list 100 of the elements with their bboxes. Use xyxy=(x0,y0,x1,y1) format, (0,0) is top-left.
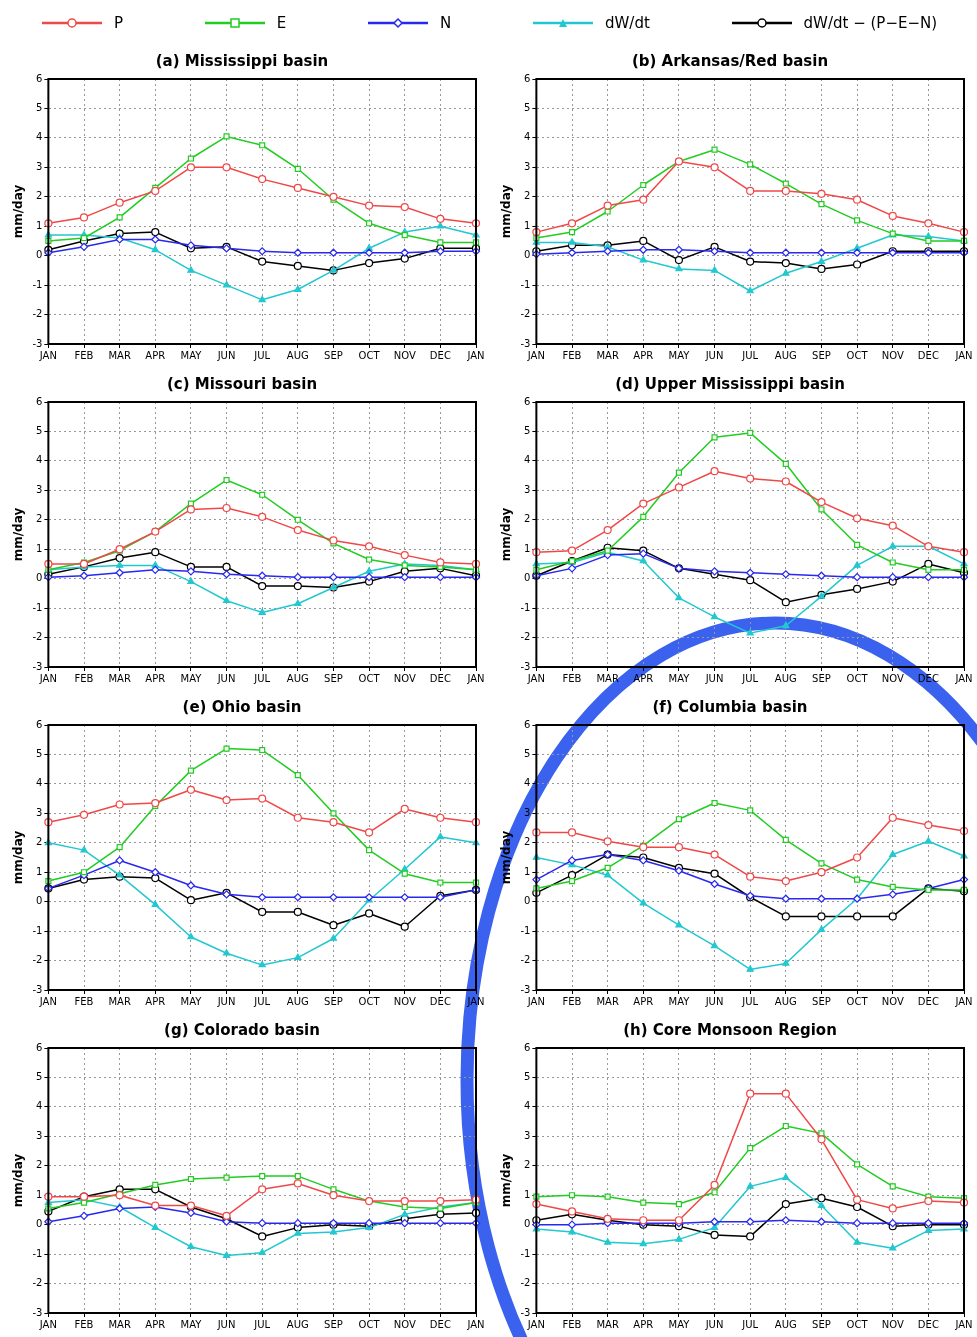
y-tick-label: -3 xyxy=(32,660,43,672)
y-tick-label: 5 xyxy=(36,102,43,114)
x-tick-label: APR xyxy=(633,995,654,1007)
x-tick-label: MAR xyxy=(596,1318,619,1330)
y-tick-label: 2 xyxy=(36,836,43,848)
y-tick-label: 6 xyxy=(36,72,43,84)
x-tick-label: AUG xyxy=(286,995,309,1007)
x-tick-label: JAN xyxy=(466,672,485,684)
y-tick-label: -1 xyxy=(32,278,43,290)
x-tick-label: APR xyxy=(145,995,166,1007)
y-tick-label: -1 xyxy=(32,601,43,613)
y-tick-label: 6 xyxy=(36,395,43,407)
x-tick-label: MAY xyxy=(668,349,691,361)
x-tick-label: FEB xyxy=(562,349,582,361)
y-tick-label: 6 xyxy=(524,72,531,84)
chart-title: (a) Mississippi basin xyxy=(155,51,329,70)
x-tick-label: FEB xyxy=(74,672,94,684)
y-tick-label: 3 xyxy=(524,1129,531,1141)
x-tick-label: SEP xyxy=(812,995,831,1007)
y-tick-label: 1 xyxy=(36,1188,43,1200)
x-tick-label: OCT xyxy=(358,995,381,1007)
y-tick-label: -2 xyxy=(32,954,43,966)
y-tick-label: -2 xyxy=(520,631,531,643)
y-tick-label: -1 xyxy=(520,278,531,290)
x-tick-label: OCT xyxy=(846,995,869,1007)
x-tick-label: APR xyxy=(145,1318,166,1330)
x-tick-label: JUN xyxy=(704,349,724,361)
x-tick-label: AUG xyxy=(286,349,309,361)
legend-label: N xyxy=(439,13,452,32)
x-tick-label: DEC xyxy=(429,995,451,1007)
x-tick-label: JAN xyxy=(38,995,57,1007)
x-tick-label: SEP xyxy=(324,1318,343,1330)
y-tick-label: 3 xyxy=(524,483,531,495)
chart-title: (c) Missouri basin xyxy=(166,374,318,393)
x-tick-label: NOV xyxy=(393,349,416,361)
y-tick-label: 4 xyxy=(524,454,531,466)
x-tick-label: NOV xyxy=(881,672,904,684)
x-tick-label: NOV xyxy=(881,1318,904,1330)
y-tick-label: -2 xyxy=(32,1277,43,1289)
x-tick-label: AUG xyxy=(286,1318,309,1330)
x-tick-label: FEB xyxy=(562,1318,582,1330)
y-tick-label: 6 xyxy=(524,1041,531,1053)
y-tick-label: 2 xyxy=(524,190,531,202)
y-tick-label: -3 xyxy=(32,1306,43,1318)
x-tick-label: MAY xyxy=(180,995,203,1007)
legend-label: P xyxy=(113,13,123,32)
x-tick-label: SEP xyxy=(324,672,343,684)
x-tick-label: JUL xyxy=(741,1318,759,1330)
x-tick-label: APR xyxy=(145,672,166,684)
y-tick-label: -3 xyxy=(520,1306,531,1318)
y-tick-label: 1 xyxy=(36,542,43,554)
x-tick-label: MAY xyxy=(668,995,691,1007)
x-tick-label: JAN xyxy=(526,349,545,361)
y-tick-label: 6 xyxy=(524,395,531,407)
y-tick-label: 5 xyxy=(36,425,43,437)
x-tick-label: JAN xyxy=(38,349,57,361)
y-tick-label: 6 xyxy=(36,718,43,730)
x-tick-label: NOV xyxy=(393,672,416,684)
x-tick-label: DEC xyxy=(429,349,451,361)
y-tick-label: 1 xyxy=(524,219,531,231)
y-tick-label: 3 xyxy=(36,483,43,495)
y-tick-label: 4 xyxy=(36,454,43,466)
y-tick-label: 0 xyxy=(524,895,531,907)
x-tick-label: JAN xyxy=(954,1318,973,1330)
y-tick-label: 2 xyxy=(524,1159,531,1171)
x-tick-label: APR xyxy=(633,1318,654,1330)
x-tick-label: MAR xyxy=(596,995,619,1007)
x-tick-label: JUN xyxy=(704,672,724,684)
y-tick-label: 0 xyxy=(36,895,43,907)
y-tick-label: 2 xyxy=(36,513,43,525)
x-tick-label: MAR xyxy=(596,349,619,361)
y-tick-label: -1 xyxy=(32,1247,43,1259)
x-tick-label: NOV xyxy=(881,995,904,1007)
x-tick-label: SEP xyxy=(812,1318,831,1330)
x-tick-label: AUG xyxy=(774,1318,797,1330)
y-tick-label: 5 xyxy=(524,425,531,437)
x-tick-label: DEC xyxy=(917,1318,939,1330)
y-tick-label: -3 xyxy=(520,660,531,672)
y-tick-label: 2 xyxy=(524,513,531,525)
chart-title: (d) Upper Mississippi basin xyxy=(615,374,845,393)
x-tick-label: JUL xyxy=(741,995,759,1007)
y-tick-label: 5 xyxy=(524,748,531,760)
chart-title: (e) Ohio basin xyxy=(182,697,302,716)
y-tick-label: 0 xyxy=(524,1218,531,1230)
x-tick-label: SEP xyxy=(812,672,831,684)
y-tick-label: 6 xyxy=(36,1041,43,1053)
y-tick-label: 1 xyxy=(524,1188,531,1200)
x-tick-label: AUG xyxy=(286,672,309,684)
y-tick-label: 4 xyxy=(36,131,43,143)
y-tick-label: -1 xyxy=(32,924,43,936)
x-tick-label: OCT xyxy=(358,672,381,684)
y-tick-label: 0 xyxy=(36,249,43,261)
x-tick-label: DEC xyxy=(429,672,451,684)
y-tick-label: -3 xyxy=(520,983,531,995)
x-tick-label: NOV xyxy=(393,995,416,1007)
x-tick-label: JAN xyxy=(466,349,485,361)
y-axis-title: mm/day xyxy=(499,507,514,562)
y-tick-label: 0 xyxy=(524,249,531,261)
y-axis-title: mm/day xyxy=(499,830,514,885)
y-tick-label: 3 xyxy=(524,160,531,172)
